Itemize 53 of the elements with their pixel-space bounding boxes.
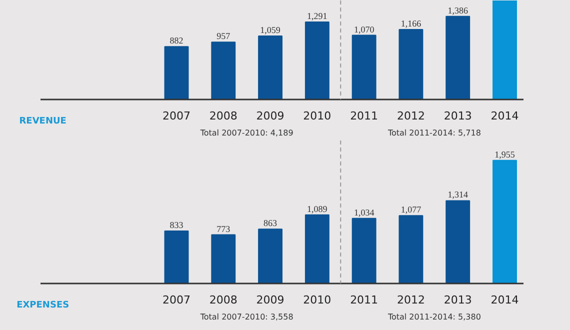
x-tick-label: 2011 [350,294,378,306]
data-label: 1,291 [307,11,328,22]
data-label: 1,386 [448,5,468,16]
bar [258,228,282,284]
x-tick-label: 2011 [350,110,378,122]
data-label: 1,166 [400,18,422,29]
bar [304,214,330,284]
x-tick-label: 2013 [444,294,472,306]
data-label: 833 [170,220,184,230]
text: Total 2007-2010: 4,189 [199,128,294,138]
text: Total 2011-2014: 5,718 [386,128,481,138]
bar [164,46,189,100]
data-label: 863 [264,218,278,228]
bar [258,35,282,100]
text: Total 2007-2010: 3,558 [199,312,294,322]
bar [211,234,236,284]
x-tick-label: 2013 [444,110,472,122]
bar [352,218,376,284]
data-label: 1,070 [354,24,375,34]
x-tick-label: 2007 [162,110,190,122]
bar [352,34,376,100]
data-label: 1,955 [494,149,516,160]
data-label: 1,089 [307,204,328,214]
data-label: 957 [216,31,231,42]
text: Total 2011-2014: 5,380 [386,312,481,322]
bar [398,29,424,100]
text: EXPENSES [16,300,70,310]
x-tick-label: 2010 [303,110,332,122]
data-label: 882 [170,36,184,46]
text: REVENUE [19,116,66,126]
x-tick-label: 2007 [162,294,190,306]
bar [304,22,330,100]
bar [211,42,236,100]
bar [446,16,470,100]
x-tick-label: 2014 [490,110,519,122]
data-label: 1,077 [400,204,422,215]
data-label: 1,034 [354,207,375,218]
x-tick-label: 2009 [256,110,284,122]
data-label: 773 [216,224,231,234]
x-tick-label: 2008 [209,294,238,306]
x-tick-label: 2009 [256,294,284,306]
data-label: 1,314 [448,190,468,200]
bar [446,200,470,284]
x-tick-label: 2010 [303,294,332,306]
x-tick-label: 2014 [490,294,519,306]
x-tick-label: 2012 [396,110,425,122]
x-tick-label: 2012 [396,294,425,306]
bar [164,230,189,284]
bar [492,0,517,100]
data-label: 1,059 [260,24,281,35]
bar [398,215,424,284]
x-tick-label: 2008 [209,110,238,122]
bar [492,160,517,284]
